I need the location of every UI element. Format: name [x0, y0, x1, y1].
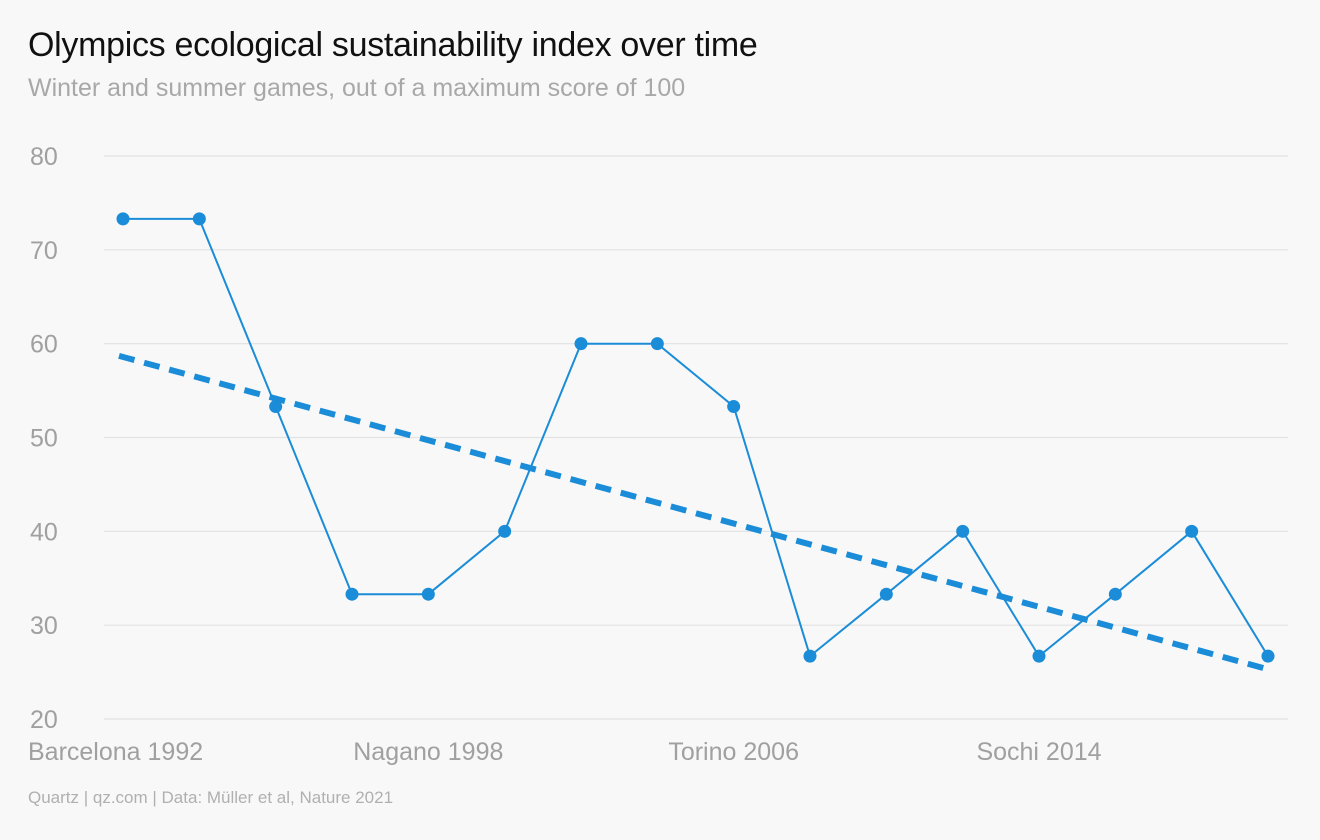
y-tick-label: 50	[30, 425, 58, 453]
data-point	[879, 587, 893, 601]
series-layer	[116, 212, 1275, 663]
data-point	[116, 212, 130, 226]
data-point	[192, 212, 206, 226]
data-point	[1185, 524, 1199, 538]
y-tick-label: 20	[30, 706, 58, 734]
data-point	[1032, 649, 1046, 663]
source-note: Quartz | qz.com | Data: Müller et al, Na…	[28, 788, 394, 807]
data-point	[1261, 649, 1275, 663]
data-point	[1108, 587, 1122, 601]
data-point	[421, 587, 435, 601]
data-point	[345, 587, 359, 601]
x-axis-ticks: Barcelona 1992 Nagano 1998 Torino 2006 Soch…	[28, 738, 1102, 766]
series-line	[123, 217, 1269, 658]
trend-line-layer	[118, 352, 1269, 673]
data-point	[803, 649, 817, 663]
gridlines	[104, 155, 1288, 720]
x-tick-label: Sochi 2014	[976, 738, 1101, 766]
y-tick-label: 30	[30, 612, 58, 640]
data-point	[269, 400, 283, 414]
y-tick-label: 40	[30, 518, 58, 546]
y-tick-label: 60	[30, 331, 58, 359]
y-axis-ticks: 20 30 40 50 60 70 80	[30, 143, 58, 734]
data-point	[650, 337, 664, 351]
data-point	[956, 524, 970, 538]
x-tick-label: Barcelona 1992	[28, 738, 203, 766]
data-point	[574, 337, 588, 351]
x-tick-label: Torino 2006	[668, 738, 799, 766]
trend-line	[118, 352, 1269, 673]
chart-title: Olympics ecological sustainability index…	[28, 26, 758, 64]
chart-subtitle: Winter and summer games, out of a maximu…	[28, 74, 686, 102]
y-tick-label: 80	[30, 143, 58, 171]
data-point	[498, 524, 512, 538]
y-tick-label: 70	[30, 237, 58, 265]
x-tick-label: Nagano 1998	[353, 738, 503, 766]
data-point	[727, 400, 741, 414]
